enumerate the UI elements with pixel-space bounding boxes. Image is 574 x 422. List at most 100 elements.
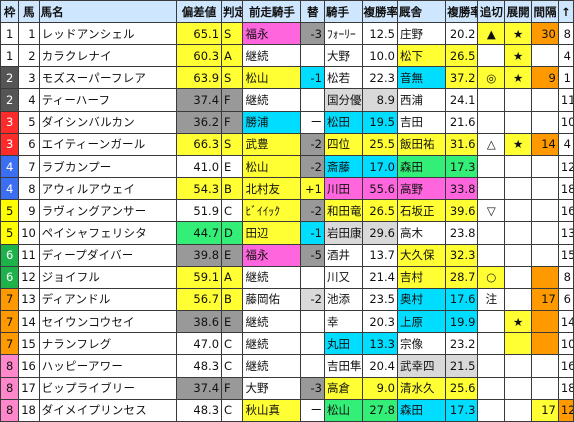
interval-cell xyxy=(531,310,559,334)
waku-cell: 6 xyxy=(0,243,20,267)
jockey-change-cell xyxy=(300,44,325,68)
rating-cell: 37.4 xyxy=(175,88,223,112)
tenkai-mark-cell xyxy=(504,110,533,134)
oikiri-mark-cell: ▽ xyxy=(477,199,506,223)
header-num[interactable]: 馬 xyxy=(18,0,40,23)
table-row[interactable]: 3 6 エイティーンガール 66.3 S 武豊 -2 四位 25.5 飯田祐 31.6 △ ★ 14 4 xyxy=(0,132,574,156)
trainer-rate-cell: 37.2 xyxy=(445,66,479,90)
waku-cell: 5 xyxy=(0,199,20,223)
header-waku[interactable]: 枠 xyxy=(0,0,20,23)
tenkai-mark-cell xyxy=(504,265,533,289)
oikiri-mark-cell: ○ xyxy=(477,265,506,289)
horse-name-cell: ラヴィングアンサー xyxy=(38,199,177,223)
horse-name-cell: ナランフレグ xyxy=(38,332,177,356)
grade-cell: C xyxy=(221,332,244,356)
header-change[interactable]: 替 xyxy=(300,0,325,23)
waku-cell: 4 xyxy=(0,177,20,201)
horse-name-cell: ジョイフル xyxy=(38,265,177,289)
horse-name-cell: ビップライブリー xyxy=(38,376,177,400)
trainer-rate-cell: 20.2 xyxy=(445,21,479,46)
jockey-rate-cell: 26.5 xyxy=(361,199,398,223)
up-arrow-icon[interactable]: ↑ xyxy=(557,0,574,23)
prev-jockey-cell: ﾋﾞｲｲｯｸ xyxy=(242,199,302,223)
jockey-rate-cell: 23.5 xyxy=(361,287,398,312)
header-tenkai[interactable]: 展開 xyxy=(504,0,533,23)
jockey-rate-cell: 55.6 xyxy=(361,177,398,201)
rating-cell: 47.0 xyxy=(175,332,223,356)
prev-jockey-cell: 秋山真 xyxy=(242,398,302,422)
trainer-rate-cell: 17.3 xyxy=(445,154,479,179)
trainer-rate-cell: 19.9 xyxy=(445,310,479,334)
horse-number-cell: 1 xyxy=(18,21,40,46)
table-row[interactable]: 7 13 ディアンドル 56.7 B 藤岡佑 -2 池添 23.5 奥村 17.6 注 17 6 xyxy=(0,287,574,312)
header-rating[interactable]: 偏差値 xyxy=(175,0,223,23)
interval-cell: 17 xyxy=(531,398,559,422)
header-trainer[interactable]: 厩舎 xyxy=(396,0,447,23)
interval-cell xyxy=(531,354,559,378)
prev-jockey-cell: 福永 xyxy=(242,21,302,46)
table-row[interactable]: 1 2 カラクレナイ 60.3 A 継続 大野 10.0 松下 26.5 ★ 4 xyxy=(0,44,574,68)
header-interval[interactable]: 間隔 xyxy=(531,0,559,23)
horse-name-cell: セイウンコウセイ xyxy=(38,310,177,334)
rating-cell: 54.3 xyxy=(175,177,223,201)
horse-number-cell: 4 xyxy=(18,88,40,112)
horse-name-cell: レッドアンシェル xyxy=(38,21,177,46)
jockey-cell: 大野 xyxy=(324,44,363,68)
header-grade[interactable]: 判定 xyxy=(221,0,244,23)
waku-cell: 2 xyxy=(0,88,20,112)
header-trainer-rate[interactable]: 複勝率 xyxy=(445,0,479,23)
jockey-change-cell: -1 xyxy=(300,221,325,245)
horse-number-cell: 10 xyxy=(18,221,40,245)
horse-name-cell: ディープダイバー xyxy=(38,243,177,267)
table-row[interactable]: 6 12 ジョイフル 59.1 A 継続 川又 21.4 吉村 28.7 ○ 8 xyxy=(0,265,574,289)
trainer-cell: 音無 xyxy=(396,66,447,90)
oikiri-mark-cell xyxy=(477,310,506,334)
interval-cell: 17 xyxy=(531,287,559,312)
rank-cell: 14 xyxy=(557,310,574,334)
oikiri-mark-cell: 注 xyxy=(477,287,506,312)
trainer-rate-cell: 25.6 xyxy=(445,376,479,400)
jockey-rate-cell: 20.4 xyxy=(361,354,398,378)
grade-cell: F xyxy=(221,376,244,400)
horse-number-cell: 6 xyxy=(18,132,40,156)
rank-cell: 13 xyxy=(557,221,574,245)
prev-jockey-cell: 藤岡佑 xyxy=(242,287,302,312)
tenkai-mark-cell xyxy=(504,221,533,245)
horse-number-cell: 14 xyxy=(18,310,40,334)
horse-name-cell: アウィルアウェイ xyxy=(38,177,177,201)
rank-cell: 8 xyxy=(557,21,574,46)
table-row[interactable]: 2 3 モズスーパーフレア 63.9 S 松山 -1 松若 22.3 音無 37.2 ◎ ★ 9 1 xyxy=(0,66,574,90)
table-row[interactable]: 5 9 ラヴィングアンサー 51.9 C ﾋﾞｲｲｯｸ -2 和田竜 26.5 石坂正 39.6 ▽ 1… xyxy=(0,199,574,223)
interval-cell xyxy=(531,154,559,179)
header-name[interactable]: 馬名 xyxy=(38,0,177,23)
jockey-rate-cell: 21.4 xyxy=(361,265,398,289)
grade-cell: A xyxy=(221,44,244,68)
table-row[interactable]: 1 1 レッドアンシェル 65.1 S 福永 -3 ﾌｫｰﾘｰ 12.5 庄野 20.2 ▲ ★ 30 8 xyxy=(0,21,574,46)
trainer-rate-cell: 23.8 xyxy=(445,221,479,245)
horse-number-cell: 18 xyxy=(18,398,40,422)
jockey-change-cell: -1 xyxy=(300,66,325,90)
horse-number-cell: 7 xyxy=(18,154,40,179)
tenkai-mark-cell xyxy=(504,243,533,267)
header-oikiri[interactable]: 追切 xyxy=(477,0,506,23)
trainer-rate-cell: 21.5 xyxy=(445,354,479,378)
prev-jockey-cell: 松山 xyxy=(242,66,302,90)
header-jockey-rate[interactable]: 複勝率 xyxy=(361,0,398,23)
rating-cell: 38.6 xyxy=(175,310,223,334)
header-jockey[interactable]: 騎手 xyxy=(324,0,363,23)
header-prev-jockey[interactable]: 前走騎手 xyxy=(242,0,302,23)
rank-cell: 16 xyxy=(557,199,574,223)
jockey-change-cell xyxy=(300,88,325,112)
waku-cell: 7 xyxy=(0,287,20,312)
